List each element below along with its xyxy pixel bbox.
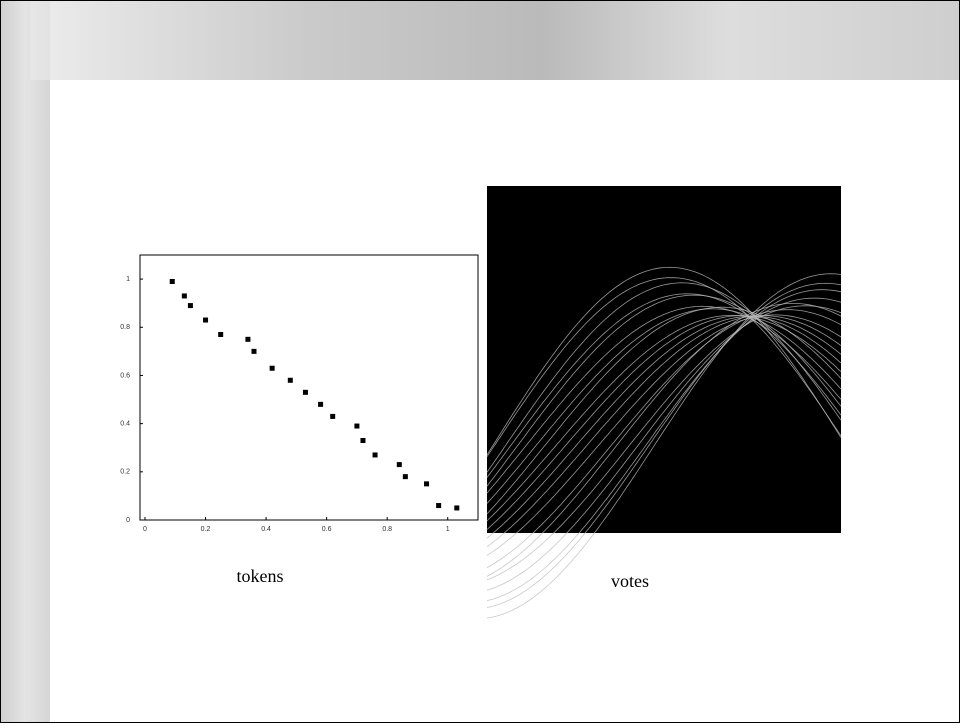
point: [302, 389, 308, 395]
vote-curve: [486, 293, 842, 478]
votes-image: [487, 186, 841, 533]
point: [269, 365, 275, 371]
caption: tokens: [237, 566, 284, 586]
x-tick-label: 0.8: [382, 526, 392, 533]
caption: votes: [611, 571, 649, 591]
point: [181, 293, 187, 299]
vote-curve: [486, 308, 842, 504]
point: [402, 474, 408, 480]
point: [330, 413, 336, 419]
vote-curve: [486, 315, 842, 530]
vote-curve: [486, 289, 842, 602]
point: [218, 332, 224, 337]
point: [287, 377, 293, 383]
point: [436, 503, 442, 509]
point: [169, 279, 175, 284]
y-tick-label: 0.2: [120, 469, 130, 476]
vote-curve: [486, 309, 842, 569]
point: [203, 317, 209, 323]
vote-curve: [486, 305, 842, 581]
vote-curve: [486, 277, 842, 457]
vote-curve: [486, 282, 842, 473]
point: [251, 348, 257, 354]
point: [245, 336, 251, 342]
x-tick-label: 0.6: [322, 526, 332, 533]
x-tick-label: 0.2: [201, 526, 211, 533]
vote-curve: [486, 273, 842, 619]
vote-curve: [486, 315, 842, 539]
point: [354, 423, 360, 429]
point: [372, 452, 378, 458]
vote-curve: [486, 314, 842, 522]
point: [396, 462, 402, 468]
vote-curve: [486, 306, 842, 515]
banner-texture: [30, 0, 960, 80]
side-texture: [0, 0, 50, 723]
vote-curve: [486, 315, 842, 548]
plot-frame: [139, 254, 479, 521]
vote-curve: [486, 266, 842, 456]
vote-curve: [486, 282, 842, 608]
y-tick-label: 0.8: [120, 324, 130, 331]
x-tick-label: 0: [143, 526, 147, 533]
y-tick-label: 0.4: [120, 420, 130, 427]
y-tick-label: 0: [126, 517, 130, 524]
x-tick-label: 1: [446, 526, 450, 533]
point: [187, 303, 193, 309]
y-tick-label: 0.6: [120, 372, 130, 379]
point: [318, 401, 324, 407]
point: [424, 481, 430, 487]
point: [454, 505, 460, 511]
point: [360, 438, 366, 443]
y-tick-label: 1: [126, 276, 130, 283]
x-tick-label: 0.4: [261, 526, 271, 533]
vote-curve: [486, 314, 842, 556]
vote-curve: [486, 303, 842, 577]
vote-curve: [486, 294, 842, 487]
vote-curve: [486, 305, 842, 494]
